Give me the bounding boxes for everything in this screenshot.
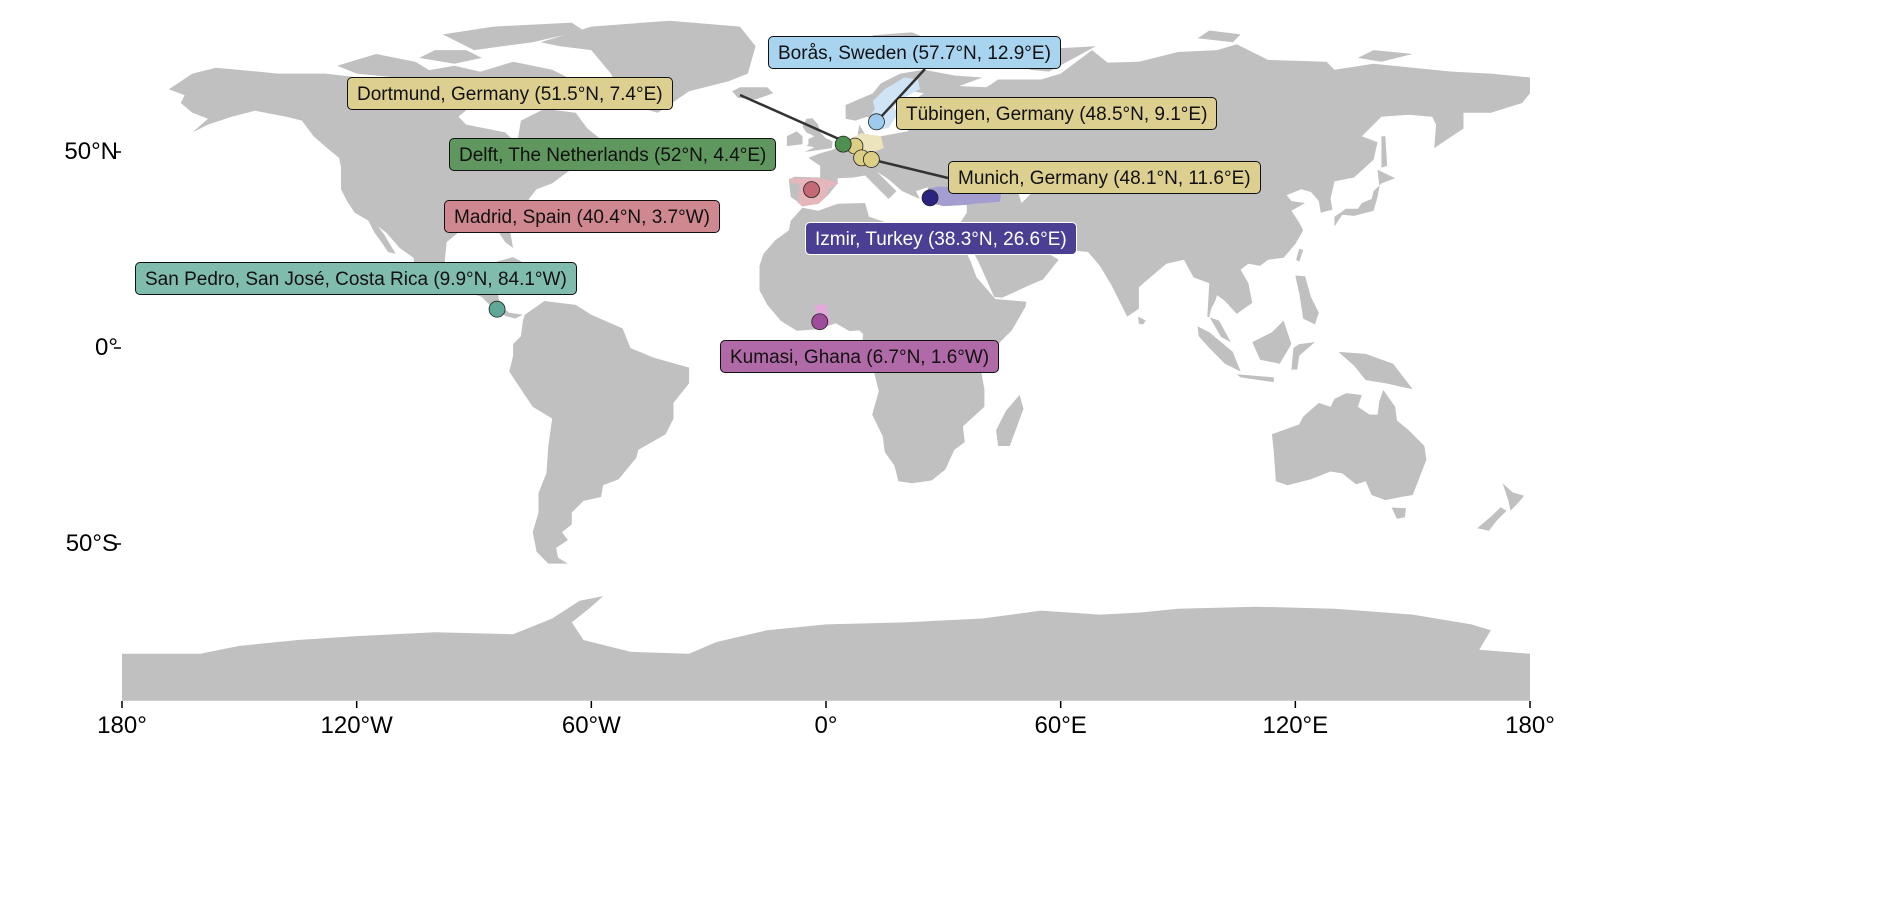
land-antarctica: [122, 596, 1530, 701]
axis-ticks: [114, 151, 1531, 708]
land-greenland: [540, 20, 756, 113]
location-marker[interactable]: [811, 313, 829, 331]
location-label: Madrid, Spain (40.4°N, 3.7°W): [444, 200, 720, 233]
land-tasmania: [1391, 507, 1406, 519]
land-japan: [1334, 169, 1396, 227]
land-australia: [1271, 389, 1427, 501]
land-sumatra: [1197, 326, 1241, 372]
land-sakhalin: [1381, 136, 1388, 168]
location-marker[interactable]: [921, 189, 939, 207]
land-borneo: [1252, 320, 1292, 364]
leader-line: [871, 158, 949, 180]
location-label: Delft, The Netherlands (52°N, 4.4°E): [449, 138, 777, 171]
x-tick-label: 180°: [97, 712, 147, 739]
land-madagascar: [996, 395, 1024, 446]
location-markers: [488, 113, 939, 331]
location-label: Borås, Sweden (57.7°N, 12.9°E): [768, 36, 1061, 69]
land-iceland: [732, 87, 774, 100]
location-marker[interactable]: [868, 113, 885, 131]
x-tick-label: 60°E: [1034, 712, 1087, 739]
location-label: Munich, Germany (48.1°N, 11.6°E): [948, 161, 1261, 194]
location-label: Kumasi, Ghana (6.7°N, 1.6°W): [720, 340, 1000, 373]
x-tick-label: 120°E: [1262, 712, 1329, 739]
x-tick-label: 60°W: [561, 712, 621, 739]
y-tick-label: 50°N: [64, 138, 118, 165]
leader-lines: [739, 68, 949, 180]
land-sri-lanka: [1138, 316, 1146, 325]
land-north-america: [168, 65, 607, 319]
leader-line: [875, 68, 926, 123]
location-label: San Pedro, San José, Costa Rica (9.9°N, …: [135, 262, 577, 295]
location-label: Dortmund, Germany (51.5°N, 7.4°E): [347, 77, 673, 110]
location-marker[interactable]: [488, 300, 506, 318]
y-tick-label: 50°S: [65, 530, 118, 557]
land-severnaya-zemlya: [1197, 30, 1241, 43]
land-south-america: [509, 301, 690, 564]
land-new-siberian-islands: [1357, 50, 1413, 62]
location-label: Tübingen, Germany (48.5°N, 9.1°E): [896, 97, 1218, 130]
x-tick-label: 0°: [814, 712, 838, 739]
location-marker[interactable]: [834, 135, 852, 153]
land-arctic-islands: [419, 50, 482, 64]
land-victoria-island: [337, 54, 435, 78]
land-ellesmere-island: [442, 22, 584, 51]
y-tick-label: 0°: [95, 334, 118, 361]
leader-line: [739, 93, 856, 148]
land-ireland: [786, 131, 803, 147]
land-java: [1236, 374, 1274, 383]
location-label: Izmir, Turkey (38.3°N, 26.6°E): [805, 222, 1077, 255]
land-new-zealand-south: [1477, 507, 1507, 531]
land-new-zealand-north: [1502, 483, 1525, 511]
land-philippines: [1295, 275, 1319, 325]
land-new-guinea: [1338, 351, 1413, 390]
location-marker[interactable]: [803, 181, 820, 199]
x-tick-label: 120°W: [320, 712, 393, 739]
land-taiwan: [1296, 248, 1304, 262]
location-marker[interactable]: [862, 151, 880, 168]
land-sulawesi: [1291, 342, 1315, 370]
x-tick-label: 180°: [1505, 712, 1555, 739]
